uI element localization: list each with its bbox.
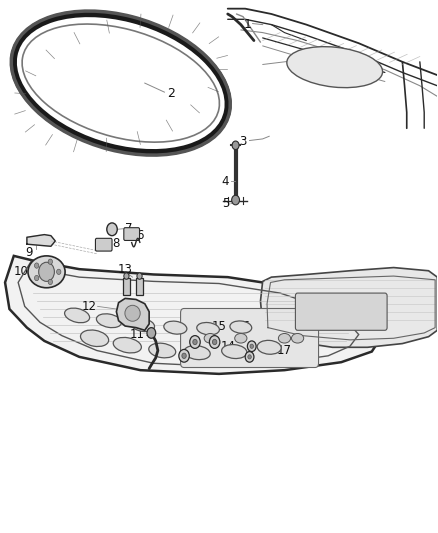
- Circle shape: [250, 344, 254, 349]
- Circle shape: [232, 141, 239, 150]
- FancyBboxPatch shape: [95, 238, 112, 251]
- Ellipse shape: [204, 334, 216, 343]
- Circle shape: [193, 340, 197, 345]
- Ellipse shape: [125, 305, 140, 321]
- Text: 14: 14: [220, 340, 235, 353]
- Ellipse shape: [351, 62, 362, 69]
- Ellipse shape: [197, 322, 219, 335]
- Circle shape: [107, 223, 117, 236]
- Ellipse shape: [64, 308, 90, 322]
- Circle shape: [39, 262, 54, 281]
- Ellipse shape: [28, 256, 65, 288]
- Ellipse shape: [257, 341, 281, 354]
- Text: 8: 8: [112, 237, 120, 250]
- Text: 16: 16: [236, 320, 251, 333]
- Text: 2: 2: [167, 87, 175, 100]
- Ellipse shape: [164, 321, 187, 334]
- Text: 11: 11: [130, 328, 145, 341]
- Text: 1: 1: [244, 18, 251, 30]
- Ellipse shape: [113, 337, 141, 353]
- FancyBboxPatch shape: [136, 278, 144, 295]
- FancyBboxPatch shape: [123, 278, 131, 295]
- Circle shape: [48, 259, 53, 264]
- Circle shape: [232, 195, 240, 205]
- Polygon shape: [5, 256, 381, 374]
- Text: 12: 12: [82, 300, 97, 313]
- Ellipse shape: [314, 63, 325, 71]
- Ellipse shape: [291, 334, 304, 343]
- Text: 13: 13: [118, 263, 133, 276]
- Text: 4: 4: [222, 175, 230, 188]
- Text: 7: 7: [125, 222, 133, 235]
- Circle shape: [179, 350, 189, 362]
- Ellipse shape: [96, 314, 121, 328]
- Circle shape: [147, 328, 155, 338]
- Ellipse shape: [131, 318, 155, 332]
- FancyBboxPatch shape: [180, 309, 318, 368]
- Ellipse shape: [81, 330, 109, 346]
- Ellipse shape: [222, 344, 247, 359]
- Text: 9: 9: [25, 246, 33, 259]
- Text: 10: 10: [14, 265, 28, 278]
- Ellipse shape: [279, 334, 290, 343]
- Polygon shape: [27, 235, 55, 246]
- FancyBboxPatch shape: [295, 293, 387, 330]
- Circle shape: [57, 269, 61, 274]
- Ellipse shape: [184, 345, 210, 360]
- Text: 17: 17: [277, 344, 292, 357]
- Ellipse shape: [230, 321, 252, 333]
- Circle shape: [35, 263, 39, 268]
- Circle shape: [137, 273, 142, 279]
- Ellipse shape: [338, 63, 349, 71]
- Ellipse shape: [287, 47, 382, 87]
- Ellipse shape: [149, 343, 176, 358]
- Circle shape: [209, 336, 220, 349]
- Circle shape: [48, 279, 53, 285]
- Text: 3: 3: [239, 135, 247, 148]
- Text: 15: 15: [212, 320, 226, 333]
- Circle shape: [182, 353, 186, 359]
- Circle shape: [212, 340, 217, 345]
- Circle shape: [35, 276, 39, 281]
- Circle shape: [190, 336, 200, 349]
- Circle shape: [124, 273, 129, 279]
- Circle shape: [247, 341, 256, 352]
- Circle shape: [248, 355, 251, 359]
- Ellipse shape: [235, 334, 247, 343]
- Polygon shape: [261, 268, 437, 348]
- FancyBboxPatch shape: [124, 228, 140, 240]
- Text: 6: 6: [136, 229, 144, 242]
- Circle shape: [245, 352, 254, 362]
- Polygon shape: [117, 298, 149, 330]
- Text: 5: 5: [222, 197, 229, 211]
